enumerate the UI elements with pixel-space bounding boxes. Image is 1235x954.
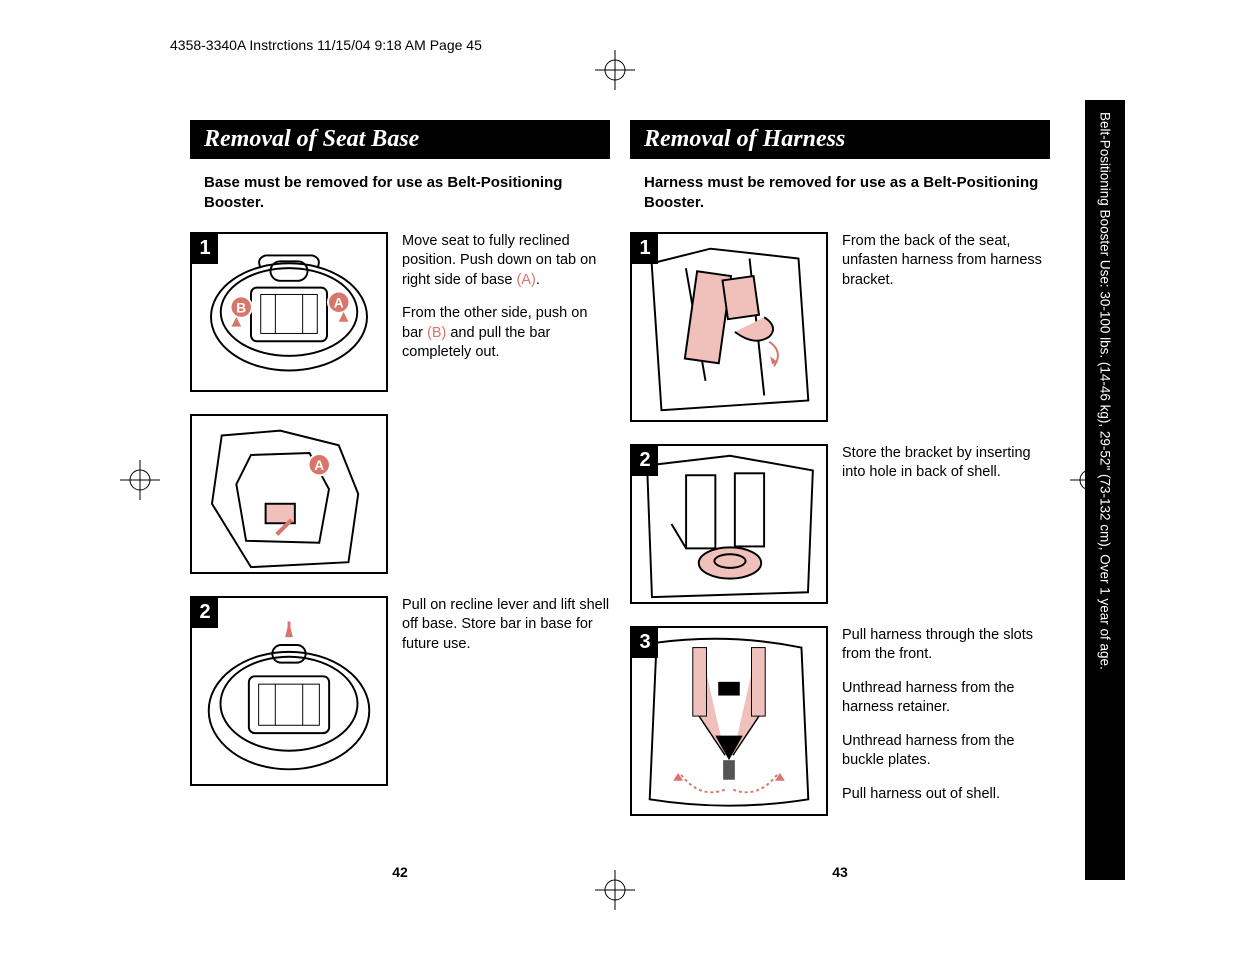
right-step-1: 1 From the back of the seat, unfasten h: [630, 232, 1050, 422]
right-step-2-figure: 2: [630, 444, 828, 604]
right-section-title: Removal of Harness: [630, 120, 1050, 159]
left-step-2-text: Pull on recline lever and lift shell off…: [402, 596, 610, 669]
right-step-2: 2 Store the bracket by inserting into ho…: [630, 444, 1050, 604]
right-step-3-figure: 3: [630, 626, 828, 816]
marker-b: B: [236, 300, 246, 315]
right-step-1-text: From the back of the seat, unfasten harn…: [842, 232, 1050, 305]
right-section-subhead: Harness must be removed for use as a Bel…: [630, 173, 1050, 214]
harness-store-illustration: [632, 446, 826, 602]
seat-base-detail-illustration: A: [192, 416, 386, 572]
left-section-title: Removal of Seat Base: [190, 120, 610, 159]
marker-a-2: A: [314, 458, 324, 473]
step-number: 1: [192, 234, 218, 264]
left-page-number: 42: [392, 864, 408, 880]
seat-base-top-illustration: A B: [192, 234, 386, 390]
print-header: 4358-3340A Instrctions 11/15/04 9:18 AM …: [170, 37, 482, 53]
left-step-1-figure: 1 A B: [190, 232, 388, 392]
left-step-1: 1 A B: [190, 232, 610, 392]
step-number: 3: [632, 628, 658, 658]
right-step-3: 3 Pull: [630, 626, 1050, 819]
right-step-2-text: Store the bracket by inserting into hole…: [842, 444, 1050, 497]
right-step-1-figure: 1: [630, 232, 828, 422]
left-step-2-figure: 2: [190, 596, 388, 786]
seat-base-lift-illustration: [192, 598, 386, 784]
harness-unfasten-illustration: [632, 234, 826, 420]
left-step-1b: A: [190, 414, 610, 574]
step-number: 2: [192, 598, 218, 628]
step-number: 1: [632, 234, 658, 264]
right-page: Removal of Harness Harness must be remov…: [620, 100, 1060, 880]
left-section-subhead: Base must be removed for use as Belt-Pos…: [190, 173, 610, 214]
left-step-1-text: Move seat to fully reclined position. Pu…: [402, 232, 610, 377]
left-page: Removal of Seat Base Base must be remove…: [180, 100, 620, 880]
crop-mark-top: [595, 50, 635, 90]
page-spread: Removal of Seat Base Base must be remove…: [180, 100, 1060, 880]
step-number: 2: [632, 446, 658, 476]
harness-pull-illustration: [632, 628, 826, 814]
side-tab: Belt-Positioning Booster Use: 30-100 lbs…: [1085, 100, 1125, 880]
left-step-2: 2 Pull on recline lever and lift shell o…: [190, 596, 610, 786]
right-step-3-text: Pull harness through the slots from the …: [842, 626, 1050, 819]
left-step-1b-figure: A: [190, 414, 388, 574]
right-page-number: 43: [832, 864, 848, 880]
marker-a: A: [334, 295, 344, 310]
crop-mark-left: [120, 460, 160, 500]
